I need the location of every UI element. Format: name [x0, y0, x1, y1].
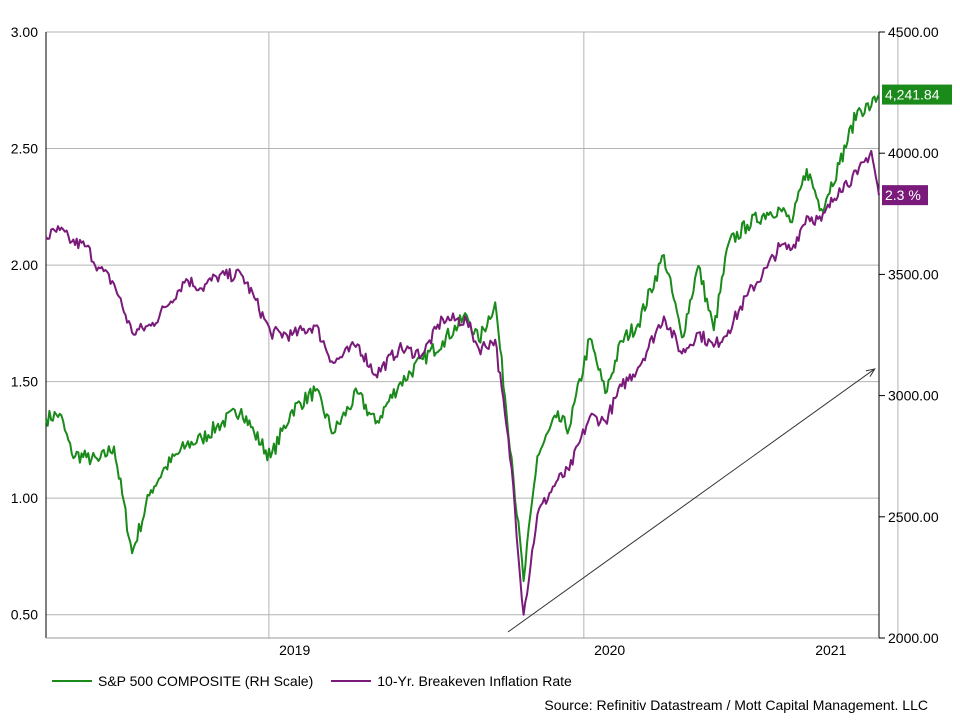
last-value-label-breakeven: 2.3 % [885, 187, 921, 203]
x-tick-label: 2019 [279, 642, 310, 658]
series-line-sp500 [45, 94, 880, 582]
right-tick-label: 4500.00 [888, 24, 939, 40]
right-y-axis-ticks: 4500.00 4000.00 3500.00 3000.00 2500.00 2000.… [879, 24, 939, 646]
series-layer [45, 94, 880, 616]
right-tick-label: 2500.00 [888, 509, 939, 525]
legend-item-sp500: S&P 500 COMPOSITE (RH Scale) [52, 673, 313, 689]
axes [45, 32, 880, 639]
right-tick-label: 2000.00 [888, 630, 939, 646]
right-tick-label: 3500.00 [888, 266, 939, 282]
trend-arrow-line [507, 368, 875, 633]
x-tick-label: 2020 [594, 642, 625, 658]
left-tick-label: 3.00 [11, 24, 38, 40]
last-value-label-sp500: 4,241.84 [885, 87, 940, 103]
legend-label-breakeven: 10-Yr. Breakeven Inflation Rate [377, 673, 572, 689]
left-tick-label: 2.00 [11, 257, 38, 273]
legend: S&P 500 COMPOSITE (RH Scale) 10-Yr. Brea… [52, 673, 590, 689]
last-value-box-breakeven [882, 185, 928, 206]
trend-arrow-head [865, 368, 876, 377]
grid [46, 31, 899, 638]
right-tick-label: 3000.00 [888, 388, 939, 404]
x-tick-label: 2021 [815, 642, 846, 658]
x-axis-ticks: 2019 2020 2021 [279, 642, 846, 658]
left-tick-label: 1.50 [11, 374, 38, 390]
source-note: Source: Refinitiv Datastream / Mott Capi… [544, 697, 928, 713]
last-value-labels: 4,241.84 2.3 % [882, 84, 952, 206]
legend-item-breakeven: 10-Yr. Breakeven Inflation Rate [331, 673, 572, 689]
series-line-breakeven [45, 149, 880, 616]
annotation-layer [507, 368, 876, 633]
right-tick-label: 4000.00 [888, 145, 939, 161]
legend-swatch-sp500 [52, 680, 92, 682]
left-tick-label: 2.50 [11, 141, 38, 157]
left-y-axis-ticks: 3.00 2.50 2.00 1.50 1.00 0.50 [11, 24, 38, 623]
left-tick-label: 0.50 [11, 607, 38, 623]
legend-swatch-breakeven [331, 680, 372, 682]
left-tick-label: 1.00 [11, 490, 38, 506]
last-value-box-sp500 [882, 84, 952, 105]
legend-label-sp500: S&P 500 COMPOSITE (RH Scale) [98, 673, 314, 689]
